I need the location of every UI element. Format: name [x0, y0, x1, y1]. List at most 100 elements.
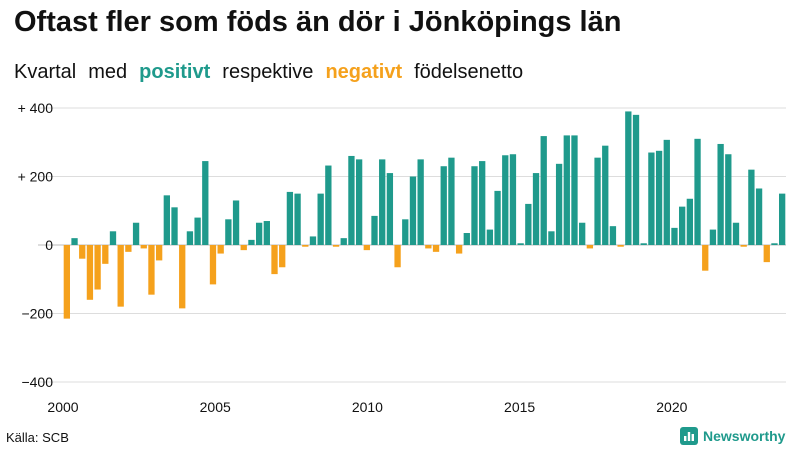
bar: 2003K4: -185	[179, 245, 186, 309]
bar: 2015K4: 40	[548, 231, 555, 245]
bar: 2009K4: -15	[363, 245, 370, 251]
bar: 2016K2: 320	[563, 135, 570, 245]
bar: 2005K4: -15	[240, 245, 247, 251]
bar: 2017K2: 255	[594, 157, 601, 245]
brand-logo: Newsworthy	[680, 427, 785, 445]
bar: 2006K1: 15	[248, 239, 255, 245]
bar: 2000K4: -160	[86, 245, 94, 300]
x-tick-label: 2005	[200, 399, 231, 415]
bar: 2020K1: 112	[679, 206, 686, 245]
bar: 2011K2: 200	[409, 176, 417, 245]
bar: 2012K1: -20	[432, 245, 440, 252]
bar: 2019K1: 270	[648, 152, 655, 245]
bar: 2000K2: 20	[71, 238, 78, 245]
y-tick-label: 0	[45, 237, 53, 253]
bar: 2004K2: 80	[194, 217, 201, 245]
bar: 2010K1: 85	[371, 215, 378, 245]
bar: 2003K2: 145	[163, 195, 170, 245]
bar: 2007K2: 155	[286, 191, 294, 245]
bar: 2016K4: 65	[579, 222, 586, 245]
y-tick-label: + 400	[18, 100, 54, 116]
subtitle-word-med: med	[88, 61, 128, 83]
bar: 2019K3: 307	[663, 139, 670, 245]
bar: 2020K2: 135	[686, 198, 694, 245]
bar: 2002K3: -10	[140, 245, 147, 249]
y-tick-label: −200	[21, 306, 53, 322]
subtitle-negative-label: negativt	[325, 61, 403, 83]
bar: 2007K3: 150	[294, 193, 301, 245]
bar: 2014K3: 265	[509, 154, 517, 245]
bar: 2021K3: 265	[725, 154, 732, 245]
subtitle-word-fodelsenetto: födelsenetto	[414, 61, 524, 83]
x-tick-label: 2015	[504, 399, 535, 415]
bar: 2005K1: -25	[217, 245, 224, 254]
x-tick-label: 2000	[47, 399, 78, 415]
bar: 2002K4: -145	[148, 245, 155, 295]
bar: 2003K1: -45	[155, 245, 163, 261]
bar: 2002K1: -20	[125, 245, 132, 252]
x-tick-label: 2010	[352, 399, 383, 415]
bar: 2021K2: 295	[717, 143, 724, 245]
bar-chart-icon	[680, 427, 698, 445]
bar: 2002K2: 65	[132, 222, 140, 245]
bar: 2010K3: 210	[386, 173, 394, 245]
bar: 2009K3: 250	[355, 159, 363, 245]
bar: 2014K2: 262	[502, 155, 509, 245]
bar: 2012K2: 230	[440, 166, 447, 245]
bar: 2008K4: -5	[332, 245, 340, 247]
brand-name: Newsworthy	[703, 428, 786, 444]
bar: 2006K4: -85	[271, 245, 278, 275]
bar: 2011K1: 75	[402, 219, 409, 245]
bar: 2007K1: -65	[279, 245, 286, 268]
subtitle-positive-label: positivt	[139, 61, 211, 83]
bar: 2005K2: 75	[225, 219, 232, 245]
bar: 2019K4: 50	[671, 227, 678, 245]
bar: 2018K4: 5	[640, 243, 647, 245]
bar: 2006K3: 70	[263, 221, 270, 245]
bar: 2007K4: -5	[302, 245, 309, 247]
bar: 2001K4: -180	[117, 245, 124, 307]
y-tick-label: −400	[21, 374, 53, 390]
bar: 2013K4: 45	[486, 229, 494, 245]
bar: 2009K1: 20	[340, 238, 347, 245]
bar: 2001K3: 40	[109, 231, 117, 245]
bar: 2015K3: 318	[540, 136, 547, 245]
bar: 2022K3: 165	[755, 188, 763, 245]
bar: 2012K4: -25	[455, 245, 463, 254]
y-tick-label: + 200	[18, 169, 54, 185]
bar: 2011K4: -10	[425, 245, 432, 249]
bar: 2015K1: 120	[525, 203, 532, 245]
bar: 2016K1: 237	[555, 163, 563, 245]
bar: 2001K2: -55	[102, 245, 109, 264]
bar: 2020K4: -75	[702, 245, 709, 271]
bar: 2008K1: 25	[309, 236, 317, 245]
bar: 2008K2: 150	[317, 193, 324, 245]
bar: 2022K4: -50	[763, 245, 770, 263]
bar: 2014K4: 5	[517, 243, 524, 245]
bar: 2014K1: 158	[494, 190, 501, 245]
bar: 2013K1: 35	[463, 233, 470, 245]
bar: 2000K3: -40	[79, 245, 86, 259]
bar: 2011K3: 250	[417, 159, 424, 245]
bar: 2023K1: 5	[771, 243, 778, 245]
bar: 2018K1: -5	[617, 245, 624, 247]
bar: 2000K1: -215	[63, 245, 70, 319]
bar: 2003K3: 110	[171, 207, 178, 245]
bar: 2017K3: 290	[602, 145, 609, 245]
bar: 2018K2: 390	[625, 111, 632, 245]
bar: 2004K4: -115	[209, 245, 217, 285]
chart-subtitle: Kvartal med positivt respektive negativt föde…	[14, 61, 535, 84]
bar: 2016K3: 320	[571, 135, 578, 245]
bar: 2010K2: 250	[379, 159, 386, 245]
bar: 2020K3: 310	[694, 138, 701, 245]
bar: 2001K1: -130	[94, 245, 101, 290]
bar: 2009K2: 260	[348, 155, 355, 245]
bar: 2022K2: 220	[748, 169, 755, 245]
bar: 2018K3: 380	[632, 114, 640, 245]
bar: 2013K2: 230	[471, 166, 478, 245]
chart-title: Oftast fler som föds än dör i Jönköpings…	[14, 6, 622, 38]
bar: 2017K1: -10	[586, 245, 594, 249]
bar: 2006K2: 65	[255, 222, 263, 245]
bar: 2023K2: 150	[779, 193, 786, 245]
bar: 2013K3: 245	[479, 161, 486, 245]
